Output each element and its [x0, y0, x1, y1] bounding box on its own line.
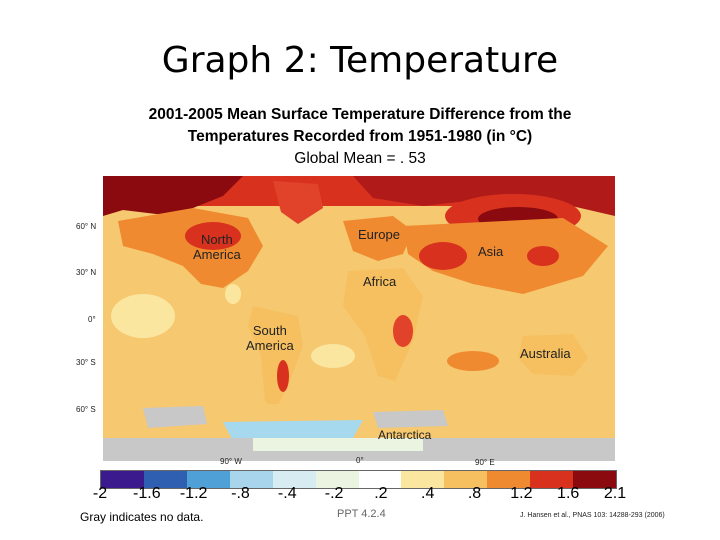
- legend-tick-label: -.2: [324, 485, 344, 502]
- south-america-warm-spot: [277, 360, 289, 392]
- antarctica-neutral: [253, 438, 423, 451]
- legend-swatch: [143, 471, 187, 488]
- lat-label-60n: 60° N: [76, 222, 97, 231]
- greenland: [273, 181, 323, 224]
- chart-subtitle-line-1: 2001-2005 Mean Surface Temperature Diffe…: [148, 106, 572, 123]
- legend-swatch: [358, 471, 402, 488]
- lat-label-equator: 0°: [88, 315, 96, 324]
- africa-landmass: [343, 268, 423, 381]
- region-label-south-america: South America: [246, 323, 294, 353]
- southern-ocean: [103, 404, 615, 424]
- legend-tick-label: -2: [92, 485, 108, 502]
- no-data-note: Gray indicates no data.: [80, 510, 204, 524]
- legend-swatch: [487, 471, 531, 488]
- temperature-anomaly-map: [103, 176, 615, 461]
- south-america-landmass: [248, 306, 303, 411]
- color-scale-ticks: -2 -1.6 -1.2 -.8 -.4 -.2 .2 .4 .8 1.2 1.6 2.1: [90, 485, 630, 507]
- lat-label-60s: 60° S: [76, 405, 96, 414]
- region-label-africa: Africa: [363, 274, 397, 289]
- region-label-antarctica: Antarctica: [378, 428, 432, 442]
- legend-swatch: [573, 471, 617, 488]
- africa-warm-spot: [393, 315, 413, 347]
- legend-tick-label: 1.2: [510, 485, 533, 502]
- arctic-hot-east: [353, 176, 615, 216]
- no-data-patch-1: [143, 406, 207, 428]
- lon-label-0: 0°: [356, 456, 364, 465]
- australia-landmass: [518, 334, 588, 376]
- legend-tick-label: -1.2: [179, 485, 208, 502]
- no-data-patch-2: [373, 410, 448, 428]
- region-label-europe: Europe: [358, 227, 400, 242]
- antarctic-cool-band: [223, 420, 363, 441]
- source-citation: J. Hansen et al., PNAS 103: 14288-293 (2…: [520, 512, 665, 519]
- legend-swatch: [530, 471, 574, 488]
- legend-swatch: [229, 471, 273, 488]
- asia-landmass: [403, 218, 608, 294]
- legend-tick-label: -.4: [277, 485, 297, 502]
- atlantic-mild: [311, 344, 355, 368]
- europe-landmass: [343, 216, 413, 261]
- north-america-warm-spot: [185, 222, 241, 250]
- slide-title: Graph 2: Temperature: [161, 40, 559, 81]
- legend-tick-label: -.8: [231, 485, 250, 502]
- lon-label-90e: 90° E: [475, 458, 495, 467]
- legend-swatch: [101, 471, 144, 488]
- arctic-hot-west: [103, 176, 243, 216]
- lon-label-90w: 90° W: [220, 457, 242, 466]
- color-scale-legend: [100, 470, 617, 489]
- map-graphic: [103, 176, 615, 461]
- legend-swatch: [186, 471, 230, 488]
- legend-tick-label: .4: [421, 485, 435, 502]
- lat-label-30s: 30° S: [76, 358, 96, 367]
- chart-subtitle-line-2: Temperatures Recorded from 1951-1980 (in…: [187, 128, 533, 145]
- legend-tick-label: 2.1: [603, 485, 627, 502]
- mexico-mild: [225, 284, 241, 304]
- legend-swatch: [272, 471, 316, 488]
- legend-swatch: [444, 471, 488, 488]
- legend-swatch: [315, 471, 359, 488]
- legend-swatch: [401, 471, 445, 488]
- region-label-north-america: North America: [193, 232, 241, 262]
- middle-east-warm: [419, 242, 467, 270]
- region-label-australia: Australia: [520, 346, 571, 361]
- lat-label-30n: 30° N: [76, 268, 97, 277]
- legend-tick-label: .8: [467, 485, 482, 502]
- indian-ocean-warm: [447, 351, 499, 371]
- legend-tick-label: 1.6: [557, 485, 580, 502]
- region-label-asia: Asia: [478, 244, 504, 259]
- legend-tick-label: .2: [374, 485, 388, 502]
- china-warm: [527, 246, 559, 266]
- legend-tick-label: -1.6: [133, 485, 161, 502]
- pacific-mild: [111, 294, 175, 338]
- slide-code: PPT 4.2.4: [337, 508, 386, 520]
- chart-subtitle-line-3: Global Mean = . 53: [294, 150, 426, 167]
